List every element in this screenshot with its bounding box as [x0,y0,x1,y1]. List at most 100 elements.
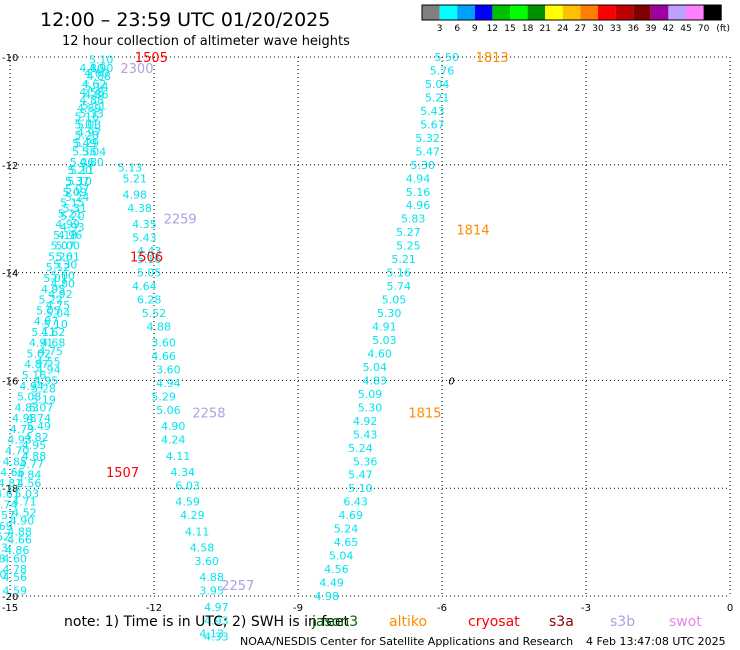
y-tick-label: -16 [2,376,18,387]
wave-height-label: 4.55 [36,356,61,369]
colorbar-label: 33 [610,24,621,34]
wave-height-label: 5.30 [411,159,436,172]
wave-height-label: 5.33 [79,108,104,121]
wave-height-label: 5.21 [425,91,450,104]
wave-height-label: 5.47 [415,145,440,158]
wave-height-label: 5.47 [348,469,373,482]
wave-height-label: 4.70 [5,444,30,457]
wave-height-label: 4.49 [319,577,344,590]
wave-height-label: 5.30 [377,307,402,320]
wave-height-label: 5.49 [72,137,97,150]
wave-height-label: 4.93 [60,221,85,234]
wave-height-label: 5.76 [430,64,455,77]
wave-height-label: 5.36 [353,455,378,468]
wave-height-label: 4.64 [132,280,157,293]
wave-height-label: 5.10 [89,54,114,67]
wave-height-label: 6.43 [343,496,368,509]
legend-item-altiko: altiko [389,614,427,630]
note-text: note: 1) Time is in UTC; 2) SWH is in fe… [64,614,350,630]
chart-subtitle: 12 hour collection of altimeter wave hei… [62,34,350,49]
colorbar-swatch [527,5,546,20]
x-tick-label: -9 [293,603,303,614]
pass-label: 1813 [476,51,509,66]
wave-height-label: 4.56 [17,477,42,490]
wave-height-label: 4.52 [12,506,37,519]
wave-height-label: 3.60 [156,364,181,377]
y-tick-label: -14 [2,269,18,280]
wave-height-label: 10.20 [0,568,7,581]
wave-height-label: 5.16 [75,110,100,123]
wave-height-label: 4.65 [334,536,359,549]
wave-height-label: 5.16 [406,186,431,199]
legend-item-s3b: s3b [610,614,635,630]
wave-height-label: 5.04 [363,361,388,374]
wave-height-label: 4.80 [79,156,104,169]
wave-height-label: 5.29 [151,391,176,404]
wave-height-label: 5.24 [65,191,90,204]
y-tick-label: -10 [2,53,18,64]
wave-height-label: 4.11 [185,525,210,538]
wave-height-label: 5.25 [396,240,421,253]
wave-height-label: 4.98 [12,412,37,425]
wave-height-label: 5.16 [22,369,47,382]
wave-height-label: 4.60 [84,67,109,80]
colorbar-label: 18 [522,24,534,34]
legend-item-cryosat: cryosat [468,614,520,630]
wave-height-label: 4.80 [51,277,76,290]
wave-height-label: 4.58 [79,86,104,99]
wave-height-label: 6.28 [137,294,162,307]
wave-height-label: 5.30 [358,401,383,414]
wave-height-label: 4.83 [363,374,388,387]
wave-height-label: 4.29 [180,509,205,522]
wave-height-label: 4.56 [3,571,28,584]
wave-height-label: 5.36 [72,145,97,158]
wave-height-label: 4.66 [7,533,32,546]
wave-height-label: 5.12 [46,261,71,274]
wave-height-label: 4.98 [315,590,340,603]
wave-height-label: 4.60 [367,347,392,360]
wave-height-label: 4.90 [161,420,186,433]
wave-height-label: 5.09 [63,186,88,199]
wave-height-label: 4.87 [24,358,49,371]
wave-height-label: 4.57 [0,509,15,522]
wave-height-label: 5.11 [82,100,107,113]
wave-height-label: 4.66 [151,350,176,363]
wave-height-label: 5.67 [420,118,445,131]
colorbar-swatch [545,5,563,20]
wave-height-label: 4.95 [41,283,66,296]
legend-item-s3a: s3a [549,614,574,630]
wave-height-label: 5.21 [123,172,148,185]
wave-height-label: 4.74 [0,498,17,511]
wave-height-label: 5.21 [391,253,416,266]
wave-height-label: 4.24 [161,434,186,447]
wave-height-label: 4.95 [22,439,47,452]
colorbar-label: 9 [472,24,478,34]
wave-height-label: 4.98 [123,188,148,201]
wave-height-label: 4.84 [17,469,42,482]
wave-height-label: 4.75 [39,345,64,358]
wave-height-label: 5.50 [435,51,460,64]
wave-height-label: 5.06 [156,404,181,417]
wave-height-label: 4.59 [175,496,200,509]
colorbar-frame [421,4,722,21]
wave-height-label: 3.60 [195,555,220,568]
wave-height-label: 5.43 [420,105,445,118]
colorbar-swatch [633,5,651,20]
wave-height-label: 5.20 [60,210,85,223]
wave-height-label: 4.88 [7,525,32,538]
wave-height-label: 5.08 [17,391,42,404]
colorbar-swatch [598,5,616,20]
legend-item-jason3: jason3 [311,614,358,630]
colorbar-label: 30 [592,24,604,34]
wave-height-label: 4.82 [24,431,49,444]
x-tick-label: -6 [437,603,447,614]
colorbar-swatch [650,5,669,20]
wave-height-label: 3.60 [151,337,176,350]
colorbar-label: 15 [504,24,515,34]
wave-height-label: 4.33 [204,630,229,643]
wave-height-label: 5.16 [387,267,412,280]
wave-height-label: 4.62 [41,326,66,339]
wave-height-label: 4.52 [0,531,10,544]
y-tick-label: -18 [2,484,18,495]
wave-height-label: 4.63 [0,541,8,554]
